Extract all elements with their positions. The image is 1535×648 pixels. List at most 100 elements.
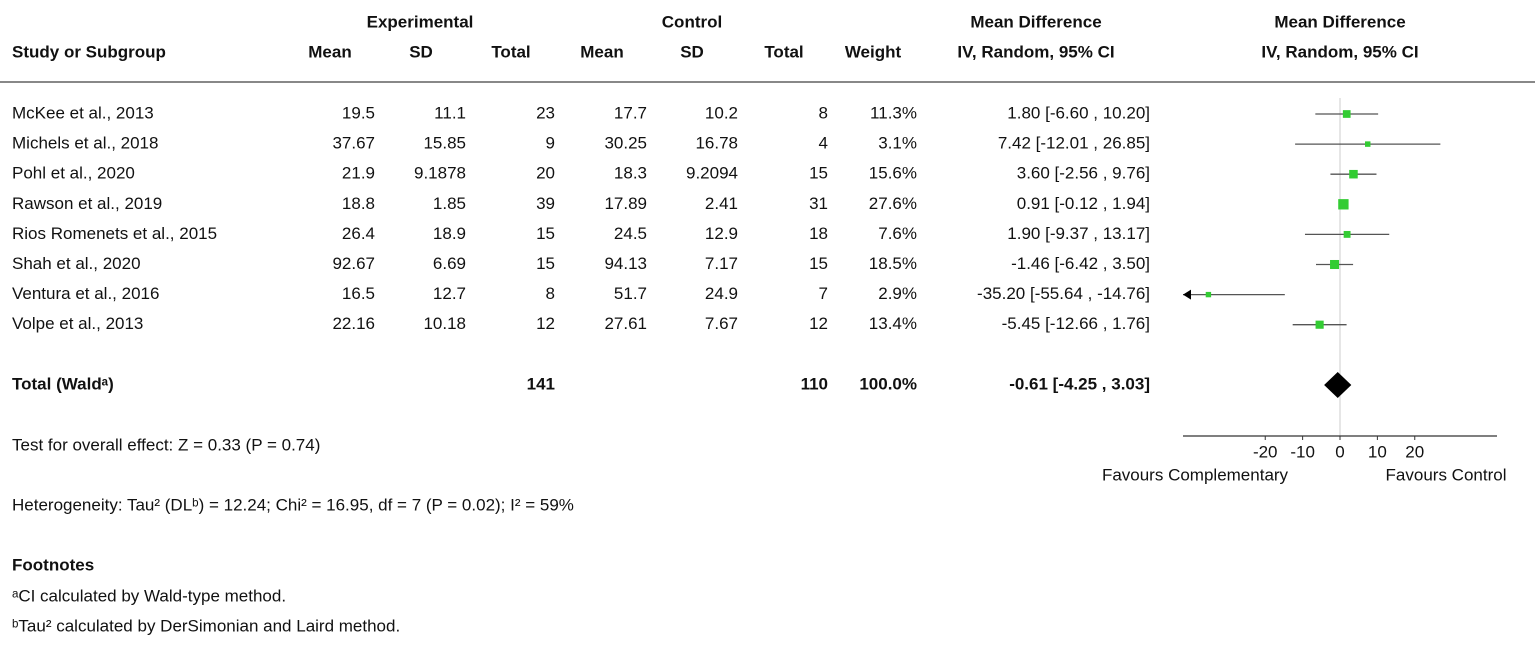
x-tick-label: -10 (1290, 442, 1315, 461)
footnote: ᵇTau² calculated by DerSimonian and Lair… (12, 616, 400, 635)
table-cell: 7.67 (705, 314, 738, 333)
effect-square (1315, 320, 1324, 329)
table-cell: 27.6% (869, 194, 917, 213)
table-cell: 92.67 (332, 254, 375, 273)
effect-square (1365, 141, 1371, 147)
table-cell: 10.18 (423, 314, 466, 333)
x-tick-label: 0 (1335, 442, 1344, 461)
favours-label: Favours Control (1386, 465, 1507, 484)
table-cell: 17.7 (614, 103, 647, 122)
table-cell: 18 (809, 224, 828, 243)
table-cell: 6.69 (433, 254, 466, 273)
table-cell: 15 (536, 224, 555, 243)
table-cell: 7 (819, 284, 828, 303)
table-cell: -35.20 [-55.64 , -14.76] (977, 284, 1150, 303)
table-cell: 1.80 [-6.60 , 10.20] (1007, 103, 1150, 122)
total-cell: 100.0% (859, 374, 917, 393)
table-cell: 21.9 (342, 164, 375, 183)
table-cell: 1.85 (433, 194, 466, 213)
table-cell: 7.6% (878, 224, 917, 243)
table-cell: 15.6% (869, 164, 917, 183)
table-cell: 12 (809, 314, 828, 333)
study-name: Pohl et al., 2020 (12, 164, 135, 183)
table-cell: 26.4 (342, 224, 375, 243)
table-cell: 15 (536, 254, 555, 273)
column-header: Mean (580, 42, 623, 61)
table-cell: 37.67 (332, 134, 375, 153)
table-cell: 15 (809, 254, 828, 273)
table-cell: 20 (536, 164, 555, 183)
table-cell: 22.16 (332, 314, 375, 333)
x-tick-label: 10 (1368, 442, 1387, 461)
table-cell: 12 (536, 314, 555, 333)
group-header: Experimental (367, 12, 474, 31)
effect-square (1342, 110, 1351, 118)
column-header: Total (491, 42, 530, 61)
group-header: Control (662, 12, 722, 31)
table-cell: 11.3% (870, 103, 917, 122)
table-cell: 2.41 (705, 194, 738, 213)
effect-square (1205, 291, 1212, 298)
effect-square (1349, 169, 1358, 179)
table-cell: 7.42 [-12.01 , 26.85] (998, 134, 1150, 153)
overall-effect: Test for overall effect: Z = 0.33 (P = 0… (12, 435, 320, 454)
favours-label: Favours Complementary (1102, 465, 1289, 484)
table-cell: 18.8 (342, 194, 375, 213)
column-header: IV, Random, 95% CI (1261, 42, 1418, 61)
table-cell: 12.7 (433, 284, 466, 303)
table-cell: 18.3 (614, 164, 647, 183)
total-label: Total (Waldᵃ) (12, 374, 114, 393)
table-cell: 51.7 (614, 284, 647, 303)
table-cell: 18.5% (869, 254, 917, 273)
table-cell: 39 (536, 194, 555, 213)
table-cell: 0.91 [-0.12 , 1.94] (1017, 194, 1150, 213)
effect-square (1330, 259, 1340, 270)
column-header: Mean (308, 42, 351, 61)
footnotes-title: Footnotes (12, 555, 94, 574)
table-cell: -5.45 [-12.66 , 1.76] (1002, 314, 1150, 333)
table-cell: 31 (809, 194, 828, 213)
study-name: Michels et al., 2018 (12, 134, 158, 153)
table-cell: 27.61 (604, 314, 647, 333)
table-cell: 2.9% (878, 284, 917, 303)
ci-arrow (1183, 289, 1191, 300)
table-cell: 30.25 (604, 134, 647, 153)
table-cell: 9.2094 (686, 164, 738, 183)
column-header: SD (409, 42, 433, 61)
study-name: Shah et al., 2020 (12, 254, 141, 273)
total-cell: 110 (801, 374, 828, 393)
table-cell: 3.60 [-2.56 , 9.76] (1017, 164, 1150, 183)
column-header: Study or Subgroup (12, 42, 166, 61)
table-cell: 16.5 (342, 284, 375, 303)
column-header: Weight (845, 42, 902, 61)
table-cell: 24.5 (614, 224, 647, 243)
column-header: Total (764, 42, 803, 61)
table-cell: 12.9 (705, 224, 738, 243)
study-name: Volpe et al., 2013 (12, 314, 143, 333)
column-header: SD (680, 42, 704, 61)
effect-square (1343, 230, 1351, 238)
table-cell: 15 (809, 164, 828, 183)
table-cell: 11.1 (434, 103, 466, 122)
table-cell: 16.78 (695, 134, 738, 153)
table-cell: 7.17 (705, 254, 738, 273)
study-name: Ventura et al., 2016 (12, 284, 159, 303)
table-cell: 9 (546, 134, 555, 153)
table-cell: 24.9 (705, 284, 738, 303)
table-cell: 94.13 (604, 254, 647, 273)
group-header: Mean Difference (1274, 12, 1405, 31)
table-cell: 1.90 [-9.37 , 13.17] (1007, 224, 1150, 243)
study-name: McKee et al., 2013 (12, 103, 154, 122)
total-cell: 141 (527, 374, 555, 393)
study-name: Rios Romenets et al., 2015 (12, 224, 217, 243)
effect-square (1338, 199, 1349, 210)
group-header: Mean Difference (970, 12, 1101, 31)
table-cell: 10.2 (705, 103, 738, 122)
table-cell: 4 (819, 134, 828, 153)
column-header: IV, Random, 95% CI (957, 42, 1114, 61)
table-cell: 8 (546, 284, 555, 303)
table-cell: 15.85 (423, 134, 466, 153)
x-tick-label: 20 (1405, 442, 1424, 461)
x-tick-label: -20 (1253, 442, 1278, 461)
table-cell: -1.46 [-6.42 , 3.50] (1011, 254, 1150, 273)
